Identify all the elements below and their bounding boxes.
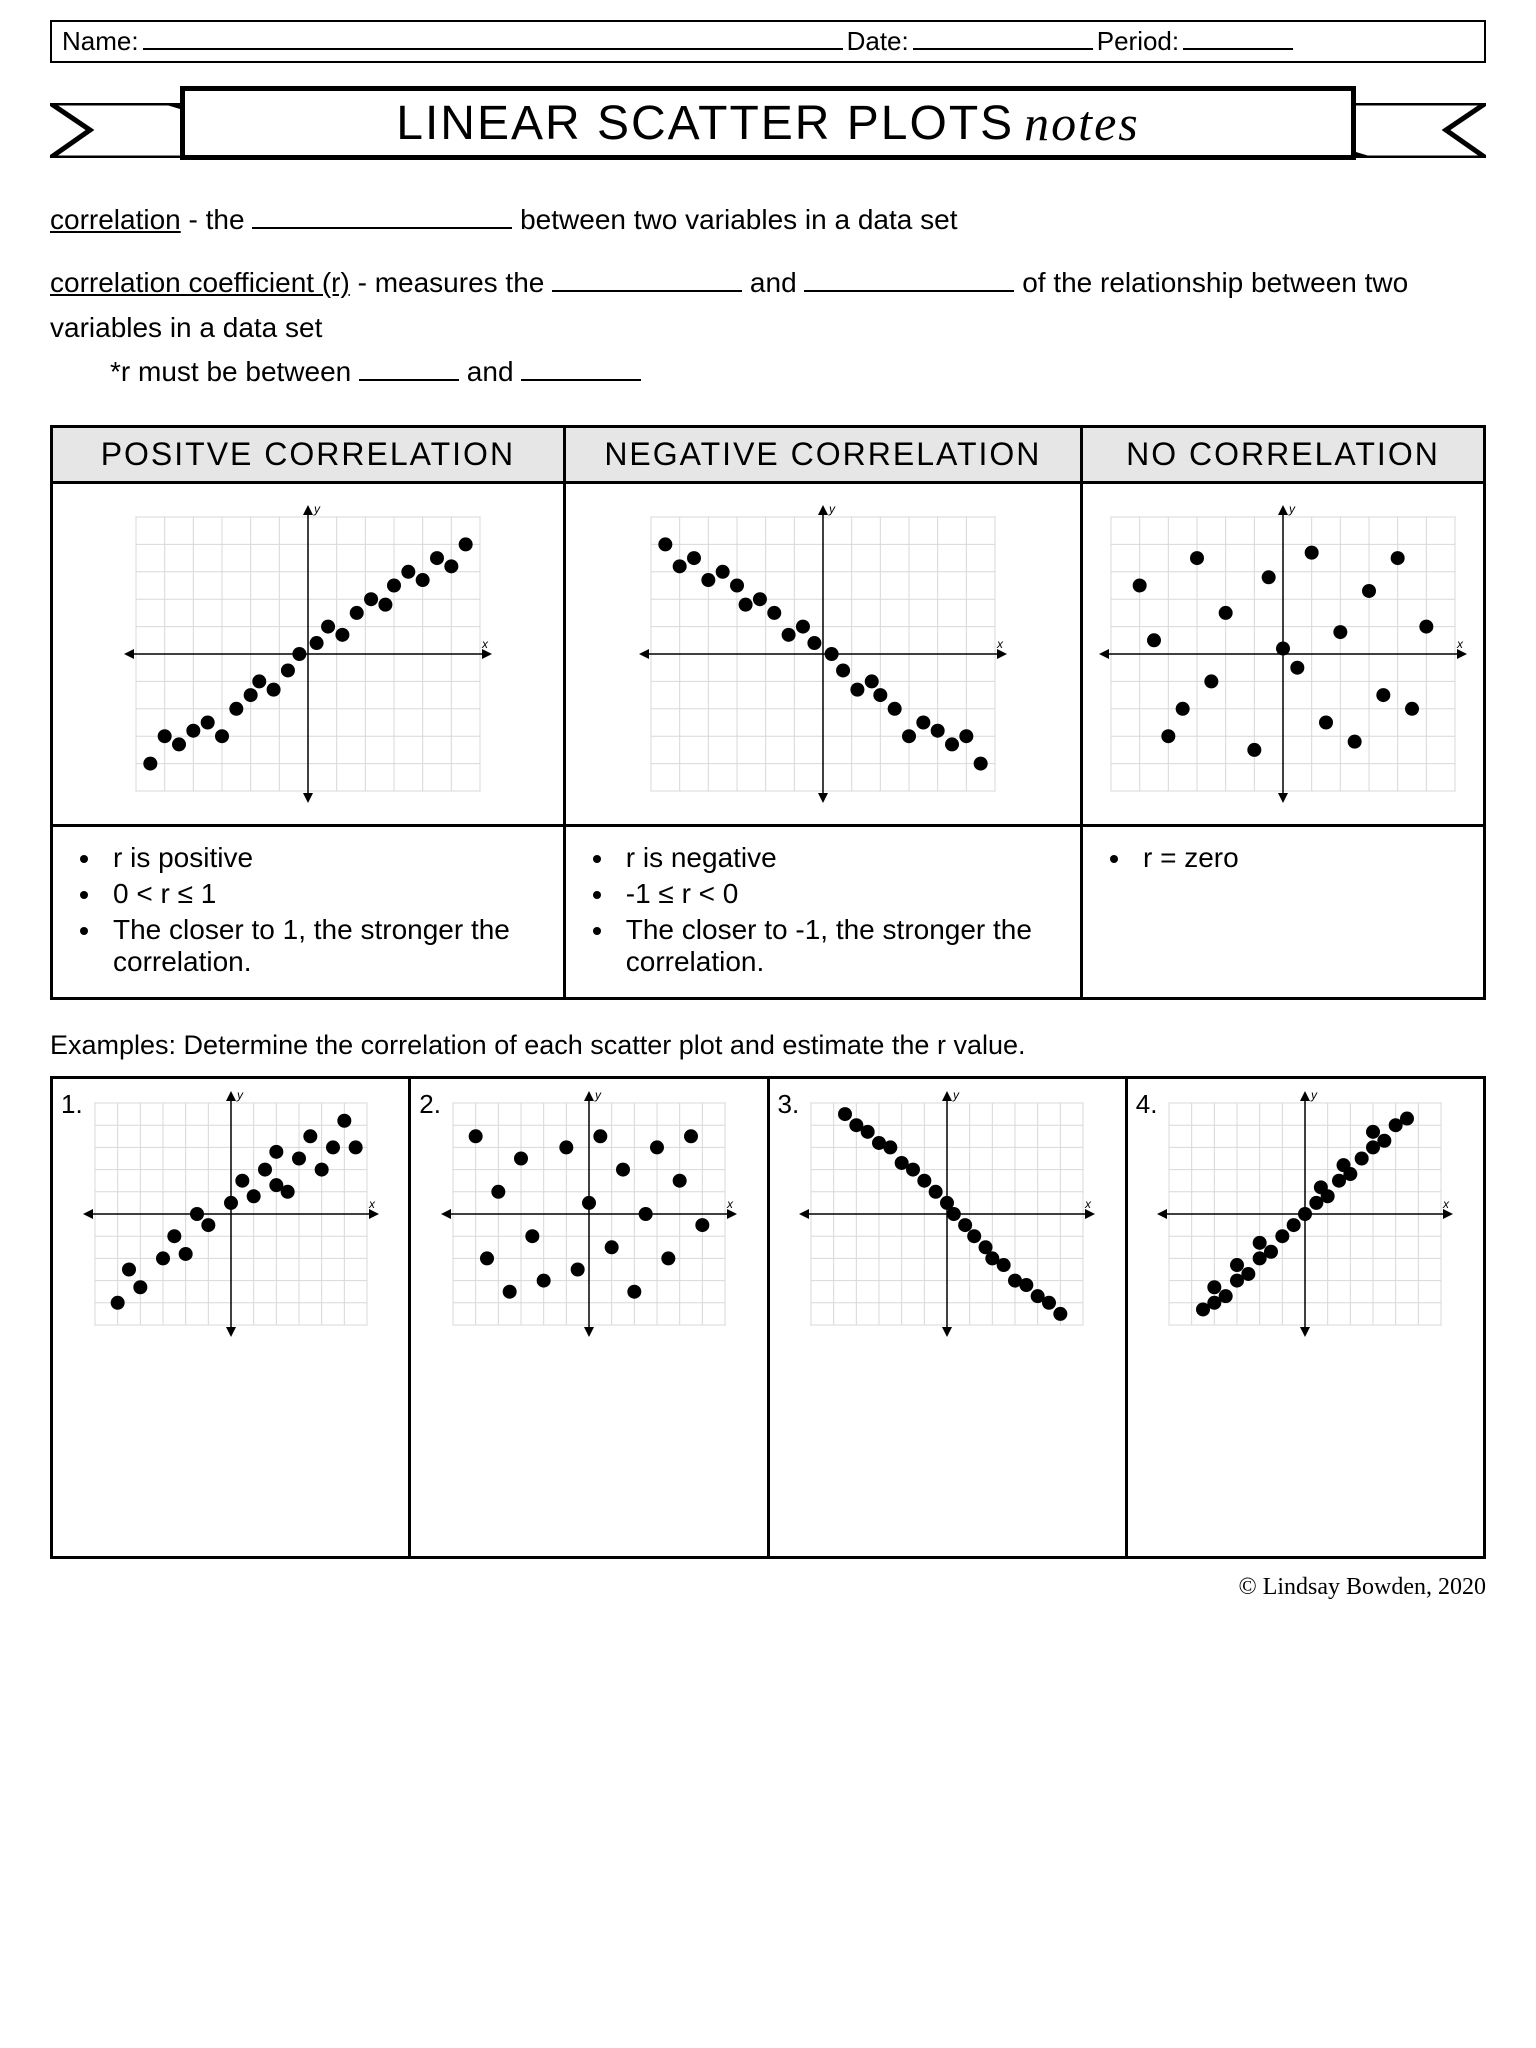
bullets-none: r = zero — [1081, 826, 1484, 999]
definition-coefficient: correlation coefficient (r) - measures t… — [50, 261, 1486, 351]
example-3: 3.yx — [768, 1078, 1126, 1558]
blank-3b[interactable] — [521, 353, 641, 381]
svg-text:x: x — [1442, 1197, 1450, 1211]
example-num-1: 1. — [61, 1089, 83, 1120]
name-label: Name: — [62, 26, 139, 57]
list-item: The closer to -1, the stronger the corre… — [616, 914, 1055, 978]
list-item: r = zero — [1133, 842, 1458, 874]
svg-text:x: x — [1084, 1197, 1092, 1211]
plot-positive: yx — [52, 483, 565, 826]
svg-text:y: y — [313, 502, 321, 516]
example-4: 4.yx — [1126, 1078, 1484, 1558]
blank-1a[interactable] — [252, 201, 512, 229]
blank-2a[interactable] — [552, 264, 742, 292]
definition-range: *r must be between and — [110, 350, 1486, 395]
scatter-plot: yx — [81, 1089, 381, 1339]
ribbon-right-icon — [1336, 103, 1486, 158]
svg-text:x: x — [726, 1197, 734, 1211]
date-blank[interactable] — [913, 48, 1093, 50]
example-1: 1.yx — [52, 1078, 410, 1558]
date-label: Date: — [847, 26, 909, 57]
period-blank[interactable] — [1183, 48, 1293, 50]
scatter-plot: yx — [1093, 499, 1473, 809]
plot-none: yx — [1081, 483, 1484, 826]
svg-text:x: x — [368, 1197, 376, 1211]
page-title: LINEAR SCATTER PLOTS notes — [180, 86, 1356, 160]
list-item: r is positive — [103, 842, 538, 874]
col-header-negative: NEGATIVE CORRELATION — [564, 427, 1081, 483]
bullets-positive: r is positive 0 < r ≤ 1 The closer to 1, t… — [52, 826, 565, 999]
scatter-plot: yx — [1155, 1089, 1455, 1339]
table-headers: POSITVE CORRELATION NEGATIVE CORRELATION… — [52, 427, 1485, 483]
svg-text:y: y — [828, 502, 836, 516]
plot-negative: yx — [564, 483, 1081, 826]
scatter-plot: yx — [633, 499, 1013, 809]
copyright: © Lindsay Bowden, 2020 — [50, 1574, 1486, 1601]
ribbon-left-icon — [50, 103, 200, 158]
period-label: Period: — [1097, 26, 1179, 57]
examples-label: Examples: Determine the correlation of e… — [50, 1030, 1486, 1061]
definition-correlation: correlation - the between two variables … — [50, 198, 1486, 243]
svg-text:x: x — [481, 637, 489, 651]
term-coefficient: correlation coefficient (r) — [50, 267, 350, 298]
term-correlation: correlation — [50, 204, 181, 235]
scatter-plot: yx — [118, 499, 498, 809]
bullets-negative: r is negative -1 ≤ r < 0 The closer to -1,… — [564, 826, 1081, 999]
example-2: 2.yx — [410, 1078, 768, 1558]
title-banner: LINEAR SCATTER PLOTS notes — [50, 78, 1486, 168]
scatter-plot: yx — [797, 1089, 1097, 1339]
list-item: -1 ≤ r < 0 — [616, 878, 1055, 910]
blank-3a[interactable] — [359, 353, 459, 381]
svg-text:x: x — [1456, 637, 1464, 651]
example-num-4: 4. — [1136, 1089, 1158, 1120]
list-item: 0 < r ≤ 1 — [103, 878, 538, 910]
svg-text:x: x — [996, 637, 1004, 651]
example-num-3: 3. — [778, 1089, 800, 1120]
examples-table: 1.yx 2.yx 3.yx 4.yx — [50, 1076, 1486, 1559]
correlation-table: POSITVE CORRELATION NEGATIVE CORRELATION… — [50, 425, 1486, 1000]
svg-text:y: y — [1310, 1089, 1318, 1102]
col-header-positive: POSITVE CORRELATION — [52, 427, 565, 483]
col-header-none: NO CORRELATION — [1081, 427, 1484, 483]
header-box: Name: Date: Period: — [50, 20, 1486, 63]
list-item: r is negative — [616, 842, 1055, 874]
name-blank[interactable] — [143, 48, 843, 50]
svg-text:y: y — [236, 1089, 244, 1102]
table-bullets-row: r is positive 0 < r ≤ 1 The closer to 1, t… — [52, 826, 1485, 999]
example-num-2: 2. — [419, 1089, 441, 1120]
definitions-block: correlation - the between two variables … — [50, 198, 1486, 395]
list-item: The closer to 1, the stronger the correl… — [103, 914, 538, 978]
title-script: notes — [1024, 94, 1140, 152]
title-main: LINEAR SCATTER PLOTS — [396, 96, 1014, 151]
svg-text:y: y — [1288, 502, 1296, 516]
blank-2b[interactable] — [804, 264, 1014, 292]
svg-text:y: y — [594, 1089, 602, 1102]
scatter-plot: yx — [439, 1089, 739, 1339]
table-plots-row: yx yx yx — [52, 483, 1485, 826]
svg-text:y: y — [952, 1089, 960, 1102]
